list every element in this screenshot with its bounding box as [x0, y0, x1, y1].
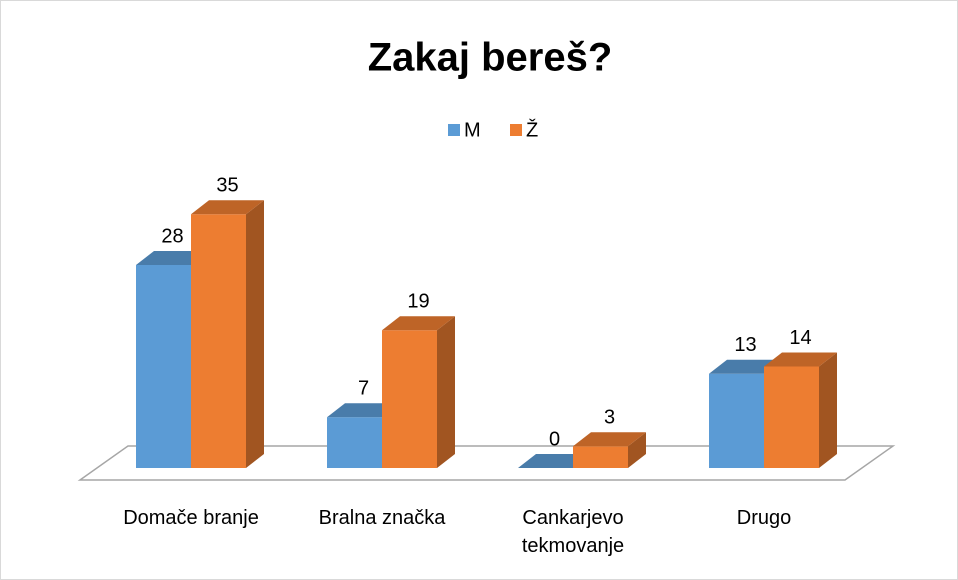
- bar-side: [437, 316, 455, 468]
- bar-top: [573, 432, 646, 447]
- legend-swatch: [510, 124, 522, 136]
- bar: [327, 417, 382, 468]
- value-label: 3: [604, 407, 615, 429]
- bar: [382, 330, 437, 468]
- value-label: 28: [161, 225, 183, 247]
- x-tick-label: Bralna značka: [318, 507, 446, 529]
- legend-label: Ž: [526, 118, 538, 141]
- bar: [709, 373, 764, 468]
- x-tick-label: Drugo: [736, 507, 792, 529]
- bar: [573, 446, 628, 468]
- legend-swatch: [448, 124, 460, 136]
- bar-side: [819, 352, 837, 468]
- x-tick-label: Domače branje: [123, 507, 259, 529]
- value-label: 35: [216, 175, 238, 197]
- value-label: 7: [358, 378, 369, 400]
- value-label: 0: [549, 428, 560, 450]
- value-label: 14: [789, 327, 811, 349]
- bar-top: [382, 316, 455, 331]
- bar: [764, 366, 819, 468]
- bar: [191, 214, 246, 468]
- bar-side: [628, 432, 646, 468]
- floor: [77, 445, 896, 481]
- bar-side: [246, 200, 264, 468]
- bar-top: [709, 359, 782, 374]
- chart-title: Zakaj bereš?: [368, 36, 613, 80]
- legend-label: M: [464, 119, 481, 141]
- bar: [136, 265, 191, 468]
- bar-top: [764, 352, 837, 367]
- x-tick-label: Cankarjevo tekmovanje: [521, 507, 625, 557]
- bar-top: [191, 200, 264, 215]
- value-label: 19: [407, 291, 429, 313]
- bar-top: [327, 403, 400, 418]
- bar-top: [136, 251, 209, 265]
- bar-top: [518, 454, 591, 468]
- value-label: 13: [734, 334, 756, 356]
